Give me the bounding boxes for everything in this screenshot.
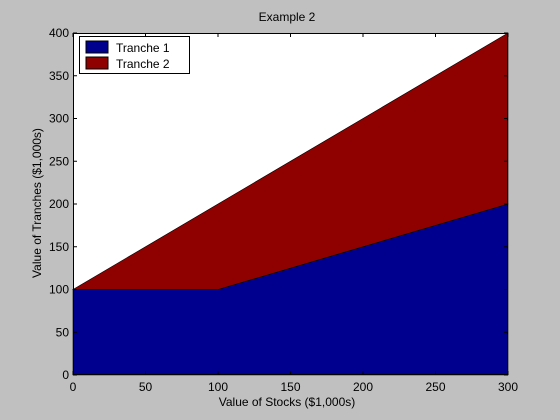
legend-label-tranche-1: Tranche 1	[116, 41, 170, 55]
y-axis-ticks: 0 50 100 150 200 250 300 350 400	[49, 26, 508, 382]
y-tick-label: 0	[62, 368, 69, 382]
y-tick-label: 300	[49, 112, 69, 126]
y-axis-label: Value of Tranches ($1,000s)	[30, 128, 44, 278]
legend-swatch-tranche-1	[85, 40, 109, 54]
y-tick-label: 150	[49, 240, 69, 254]
x-axis-ticks: 0 50 100 150 200 250 300	[70, 33, 518, 394]
x-tick-label: 100	[208, 380, 228, 394]
y-tick-label: 50	[56, 325, 70, 339]
legend-label-tranche-2: Tranche 2	[116, 57, 170, 71]
x-tick-label: 0	[70, 380, 77, 394]
legend: Tranche 1 Tranche 2	[79, 36, 190, 74]
y-tick-label: 250	[49, 154, 69, 168]
legend-swatch-tranche-2	[85, 56, 109, 70]
y-tick-label: 100	[49, 283, 69, 297]
x-tick-label: 300	[498, 380, 518, 394]
x-axis-label: Value of Stocks ($1,000s)	[219, 395, 356, 409]
y-tick-label: 200	[49, 197, 69, 211]
x-tick-label: 150	[280, 380, 300, 394]
x-tick-label: 50	[139, 380, 153, 394]
chart-title: Example 2	[259, 10, 316, 24]
x-tick-label: 250	[425, 380, 445, 394]
y-tick-label: 400	[49, 26, 69, 40]
y-tick-label: 350	[49, 69, 69, 83]
x-tick-label: 200	[353, 380, 373, 394]
